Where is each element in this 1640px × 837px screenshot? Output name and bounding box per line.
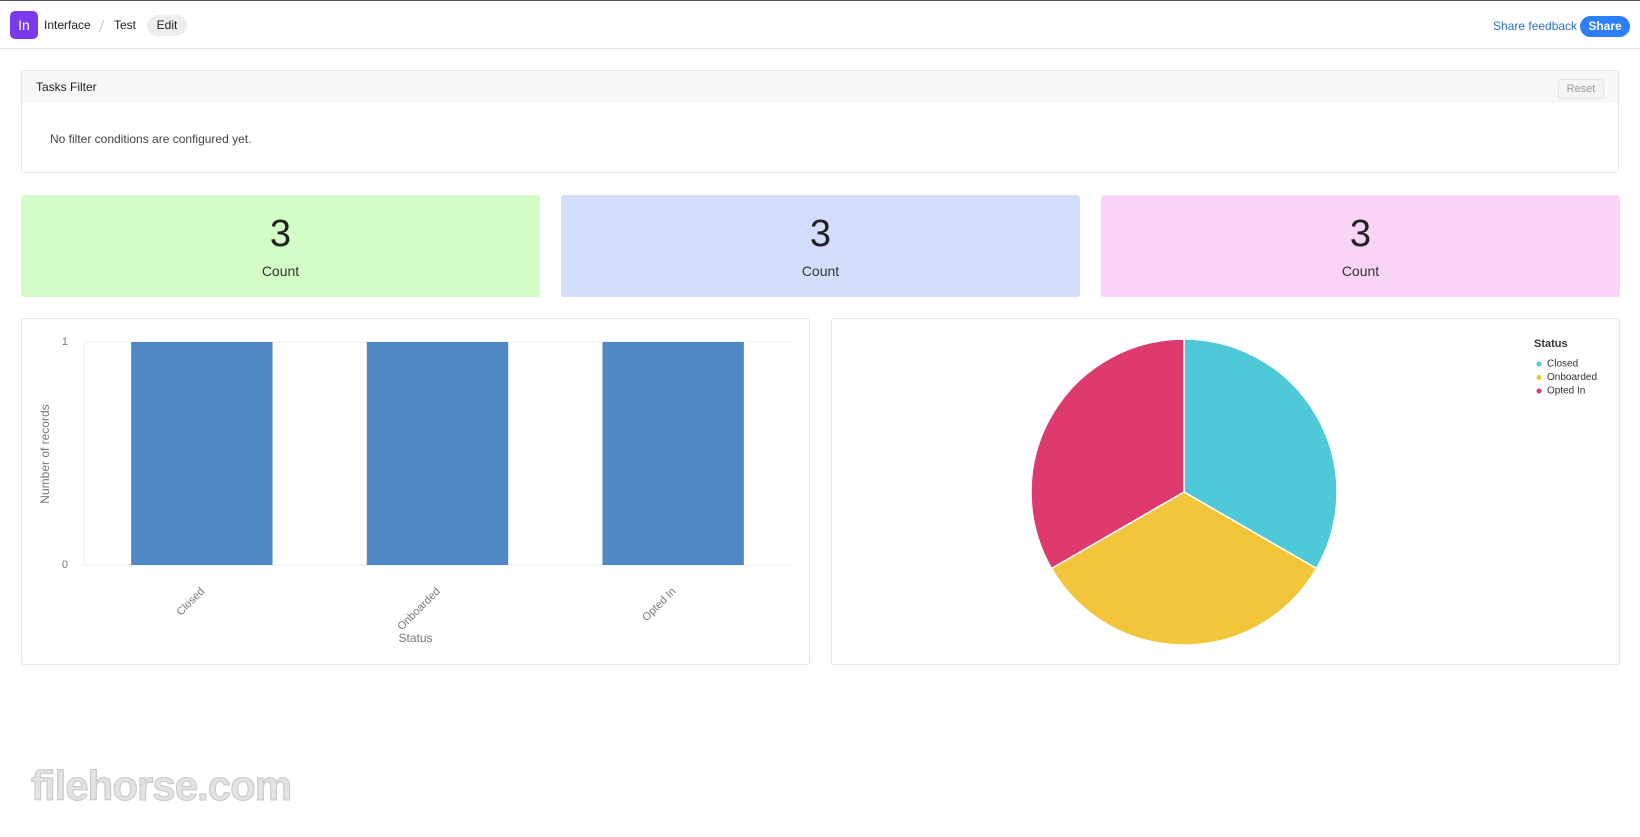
share-button[interactable]: Share: [1580, 16, 1630, 37]
legend-swatch: [1536, 361, 1542, 367]
reset-button[interactable]: Reset: [1558, 79, 1604, 99]
bar: [366, 342, 509, 565]
legend-label: Onboarded: [1547, 372, 1597, 383]
feedback-link[interactable]: Share feedback: [1493, 19, 1578, 33]
metric-card: 3 Count: [1101, 195, 1620, 297]
filter-header: [22, 71, 1618, 103]
filter-message: No filter conditions are configured yet.: [50, 132, 252, 146]
filter-panel: Tasks Filter Reset No filter conditions …: [21, 70, 1619, 173]
x-tick-label: Opted In: [640, 586, 678, 624]
watermark: filehorse.com: [30, 762, 292, 810]
legend-label: Closed: [1547, 359, 1578, 370]
bar-card: [21, 318, 810, 665]
pie-slice: [1050, 491, 1318, 646]
edit-button[interactable]: Edit: [147, 15, 187, 36]
metric-value: 3: [809, 213, 832, 255]
header: In Interface Test Edit Share feedback Sh…: [0, 0, 1640, 49]
breadcrumb[interactable]: Interface: [44, 18, 91, 32]
bar: [131, 342, 273, 565]
pie-slice: [1030, 338, 1185, 570]
x-tick-label: Onboarded: [395, 586, 442, 633]
metric-label: Count: [1341, 263, 1380, 279]
x-axis-label: Status: [398, 631, 432, 645]
y-axis-label: Number of records: [38, 404, 52, 503]
metric-label: Count: [801, 263, 840, 279]
metric-card: 3 Count: [561, 195, 1080, 297]
filter-title: Tasks Filter: [36, 80, 97, 94]
metric-value: 3: [269, 213, 292, 255]
metric-card: 3 Count: [21, 195, 540, 297]
legend-title: Status: [1534, 338, 1568, 350]
y-tick-label: 0: [62, 559, 68, 571]
y-tick-label: 1: [62, 336, 68, 348]
legend-swatch: [1536, 388, 1542, 394]
pie-card: [831, 318, 1620, 665]
logo[interactable]: In: [10, 11, 38, 39]
pie-slice: [1183, 338, 1338, 570]
x-tick-label: Closed: [174, 586, 207, 619]
metric-value: 3: [1349, 213, 1372, 255]
legend-swatch: [1536, 375, 1542, 380]
metric-label: Count: [261, 263, 300, 279]
legend-label: Opted In: [1547, 386, 1585, 397]
bar: [602, 342, 744, 565]
breadcrumb[interactable]: Test: [114, 18, 137, 32]
